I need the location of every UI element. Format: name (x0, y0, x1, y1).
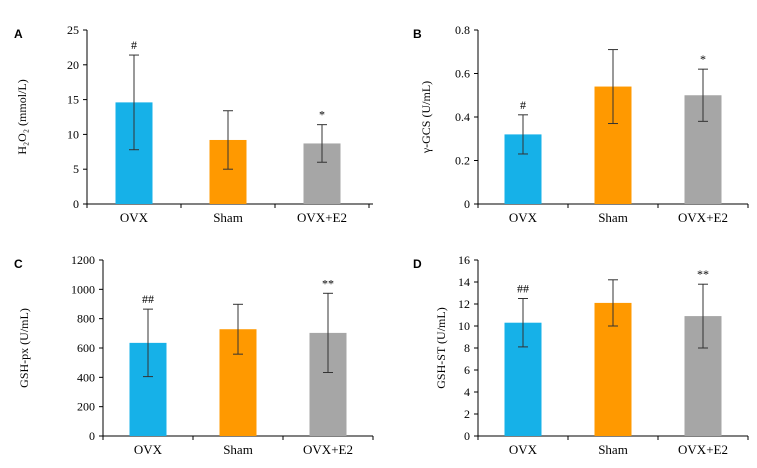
y-tick-label: 1200 (71, 253, 95, 267)
panel-letter: D (413, 257, 422, 271)
x-tick-label: OVX (509, 210, 538, 225)
x-tick-label: Sham (598, 442, 628, 457)
y-tick-label: 600 (77, 341, 95, 355)
chart-panel-b: Bγ-GCS (U/mL) 0 0.2 0.4 0.6 0.8 # OVX Sham * OVX+E… (413, 23, 749, 225)
y-tick-label: 10 (67, 127, 79, 141)
panel-letter: C (14, 257, 23, 271)
y-axis-title: H₂O₂ (mmol/L) (15, 79, 29, 154)
y-tick-label: 0.2 (455, 154, 470, 168)
y-tick-label: 15 (67, 93, 79, 107)
x-tick-label: OVX+E2 (297, 210, 347, 225)
significance-marker: ## (142, 292, 154, 306)
x-tick-label: Sham (213, 210, 243, 225)
y-tick-label: 12 (458, 297, 470, 311)
y-tick-label: 0.4 (455, 110, 470, 124)
significance-marker: ** (322, 276, 334, 290)
y-axis-title: γ-GCS (U/mL) (419, 81, 433, 154)
significance-marker: * (700, 52, 706, 66)
chart-panel-c: C GSH-px (U/mL) 0 200 400 600 800 1000 1200 ## OVX… (14, 253, 374, 457)
y-tick-label: 0.6 (455, 67, 470, 81)
y-tick-label: 14 (458, 275, 470, 289)
x-tick-label: OVX+E2 (678, 210, 728, 225)
y-tick-label: 16 (458, 253, 470, 267)
y-tick-label: 0 (73, 197, 79, 211)
significance-marker: ** (697, 267, 709, 281)
y-tick-label: 800 (77, 312, 95, 326)
y-tick-label: 5 (73, 162, 79, 176)
y-axis-title: GSH-px (U/mL) (17, 308, 31, 388)
x-tick-label: OVX+E2 (303, 442, 353, 457)
x-tick-label: OVX (509, 442, 538, 457)
y-tick-label: 6 (464, 363, 470, 377)
y-axis-title: GSH-ST (U/mL) (434, 307, 448, 388)
x-tick-label: OVX (134, 442, 163, 457)
chart-panel-a: A H₂O₂ (mmol/L) 0 5 10 15 20 25 # OVX Sham * OVX+E2 (14, 23, 373, 225)
y-tick-label: 2 (464, 407, 470, 421)
significance-marker: * (319, 108, 325, 122)
x-tick-label: Sham (223, 442, 253, 457)
panel-letter: B (413, 27, 422, 41)
y-tick-label: 0.8 (455, 23, 470, 37)
y-tick-label: 4 (464, 385, 470, 399)
y-tick-label: 0 (89, 429, 95, 443)
y-tick-label: 200 (77, 400, 95, 414)
y-tick-label: 0 (464, 429, 470, 443)
y-tick-label: 0 (464, 197, 470, 211)
y-tick-label: 20 (67, 58, 79, 72)
significance-marker: ## (517, 282, 529, 296)
y-tick-label: 25 (67, 23, 79, 37)
chart-panel-d: D GSH-ST (U/mL) 0 2 4 6 8 10 12 14 16 ## OVX Sham ** OV… (413, 253, 749, 457)
significance-marker: # (131, 38, 137, 52)
significance-marker: # (520, 98, 526, 112)
x-tick-label: OVX+E2 (678, 442, 728, 457)
y-tick-label: 400 (77, 370, 95, 384)
y-tick-label: 1000 (71, 282, 95, 296)
y-tick-label: 10 (458, 319, 470, 333)
x-tick-label: OVX (120, 210, 149, 225)
y-tick-label: 8 (464, 341, 470, 355)
panel-letter: A (14, 27, 23, 41)
x-tick-label: Sham (598, 210, 628, 225)
